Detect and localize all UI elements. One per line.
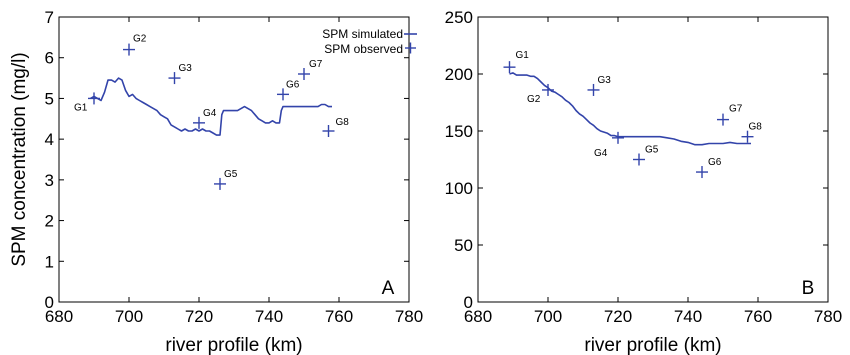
panel-a-x-tick-label: 700: [115, 307, 143, 326]
panel-b-x-tick-label: 740: [674, 307, 702, 326]
panel-b-x-tick-label: 720: [604, 307, 632, 326]
panel-b-observed-point-g1: [503, 61, 516, 74]
panel-b-point-label-g7: G7: [729, 104, 743, 115]
panel-b-observed-point-g8: [741, 130, 754, 143]
panel-b-point-label-g5: G5: [645, 145, 659, 156]
panel-b-chart: 680 700 720 740 760 780 0 50 100 150 200 250 G1 G2 G3…: [445, 8, 843, 355]
panel-b-x-tick-label: 780: [814, 307, 842, 326]
panel-a-point-label-g8: G8: [336, 117, 350, 128]
panel-b-point-label-g4: G4: [594, 148, 608, 159]
panel-b-point-label-g2: G2: [527, 94, 541, 105]
panel-a-observed-point-g1: [88, 92, 100, 105]
panel-b-x-axis-label: river profile (km): [584, 335, 721, 355]
panel-b-marks: G1 G2 G3 G4 G5 G6 G7 G8: [503, 50, 763, 179]
panel-a-x-tick-label: 720: [185, 307, 213, 326]
panel-a-plot-area: [58, 16, 410, 303]
legend: SPM simulated SPM observed: [322, 27, 417, 56]
panel-a-x-axis-label: river profile (km): [165, 335, 302, 355]
panel-b-point-label-g8: G8: [749, 122, 763, 133]
panel-b-observed-point-g4: [612, 131, 624, 144]
panel-b-y-tick-label: 50: [454, 236, 473, 255]
panel-b-letter: B: [802, 278, 815, 299]
panel-b-plot-area: [477, 16, 829, 303]
panel-a-observed-point-g8: [322, 125, 335, 137]
panel-b-observed-point-g3: [587, 83, 600, 96]
panel-b-observed-point-g7: [717, 113, 729, 126]
panel-a-y-tick-label: 4: [45, 130, 54, 149]
panel-b-point-label-g1: G1: [516, 50, 530, 61]
legend-entry-observed: SPM observed: [324, 42, 403, 56]
panel-a-y-tick-label: 0: [45, 293, 54, 312]
panel-a-observed-point-g5: [214, 177, 226, 190]
panel-a-x-tick-label: 780: [395, 307, 423, 326]
panel-a-observed-point-g6: [277, 88, 289, 101]
panel-a-observed-point-g2: [123, 43, 135, 56]
panel-a-observed-point-g4: [193, 116, 205, 129]
panel-a-y-axis-label: SPM concentration (mg/l): [9, 52, 30, 266]
panel-b-x-tick-label: 680: [464, 307, 492, 326]
panel-a-y-tick-label: 3: [45, 171, 54, 190]
panel-a-marks: G1 G2 G3 G4 G5 G6 G7 G8: [74, 34, 349, 190]
legend-marker-observed: [405, 42, 416, 54]
panel-a-point-label-g2: G2: [133, 34, 147, 45]
panel-a-letter: A: [382, 278, 395, 299]
panel-b-x-tick-label: 700: [534, 307, 562, 326]
panel-a-y-tick-label: 7: [45, 8, 54, 27]
panel-b-observed-point-g6: [696, 166, 708, 179]
panel-a-y-tick-label: 6: [45, 49, 54, 68]
panel-b-point-label-g6: G6: [708, 157, 722, 168]
panel-b-y-tick-label: 100: [445, 179, 473, 198]
panel-b-y-tick-label: 0: [464, 293, 473, 312]
panel-a-x-tick-label: 680: [45, 307, 73, 326]
panel-a-point-label-g6: G6: [286, 79, 300, 90]
panel-a-observed-point-g7: [298, 68, 310, 80]
panel-a-point-label-g1: G1: [74, 102, 88, 113]
panel-b-observed-point-g2: [542, 83, 554, 96]
panel-a-observed-point-g3: [168, 72, 181, 85]
panel-a-ticks: 680 700 720 740 760 780 0 1 2 3 4 5 6 7: [45, 8, 424, 326]
panel-a-y-tick-label: 5: [45, 89, 54, 108]
panel-b-series-line-spm-simulated: [509, 72, 751, 146]
legend-entry-simulated: SPM simulated: [322, 27, 403, 41]
panel-a-y-tick-label: 1: [45, 252, 54, 271]
panel-a-point-label-g3: G3: [179, 63, 193, 74]
panel-b-x-tick-label: 760: [744, 307, 772, 326]
panel-a-x-tick-label: 760: [325, 307, 353, 326]
panel-a-point-label-g5: G5: [224, 169, 238, 180]
panel-a-y-tick-label: 2: [45, 212, 54, 231]
panel-b-observed-point-g5: [633, 153, 645, 166]
panel-b-point-label-g3: G3: [598, 75, 612, 86]
panel-b-y-tick-label: 150: [445, 122, 473, 141]
panel-a-point-label-g7: G7: [309, 59, 323, 70]
panel-b-y-tick-label: 200: [445, 65, 473, 84]
panel-a-point-label-g4: G4: [203, 108, 217, 119]
panel-a-series-line-spm-simulated: [90, 77, 332, 136]
panel-a-x-tick-label: 740: [255, 307, 283, 326]
panel-b-ticks: 680 700 720 740 760 780 0 50 100 150 200 250: [445, 8, 843, 326]
panel-b-y-tick-label: 250: [445, 8, 473, 27]
